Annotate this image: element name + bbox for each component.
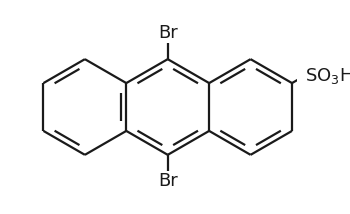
Text: Br: Br (158, 172, 177, 190)
Text: $\mathregular{SO_3H}$: $\mathregular{SO_3H}$ (305, 66, 350, 86)
Text: Br: Br (158, 24, 177, 42)
